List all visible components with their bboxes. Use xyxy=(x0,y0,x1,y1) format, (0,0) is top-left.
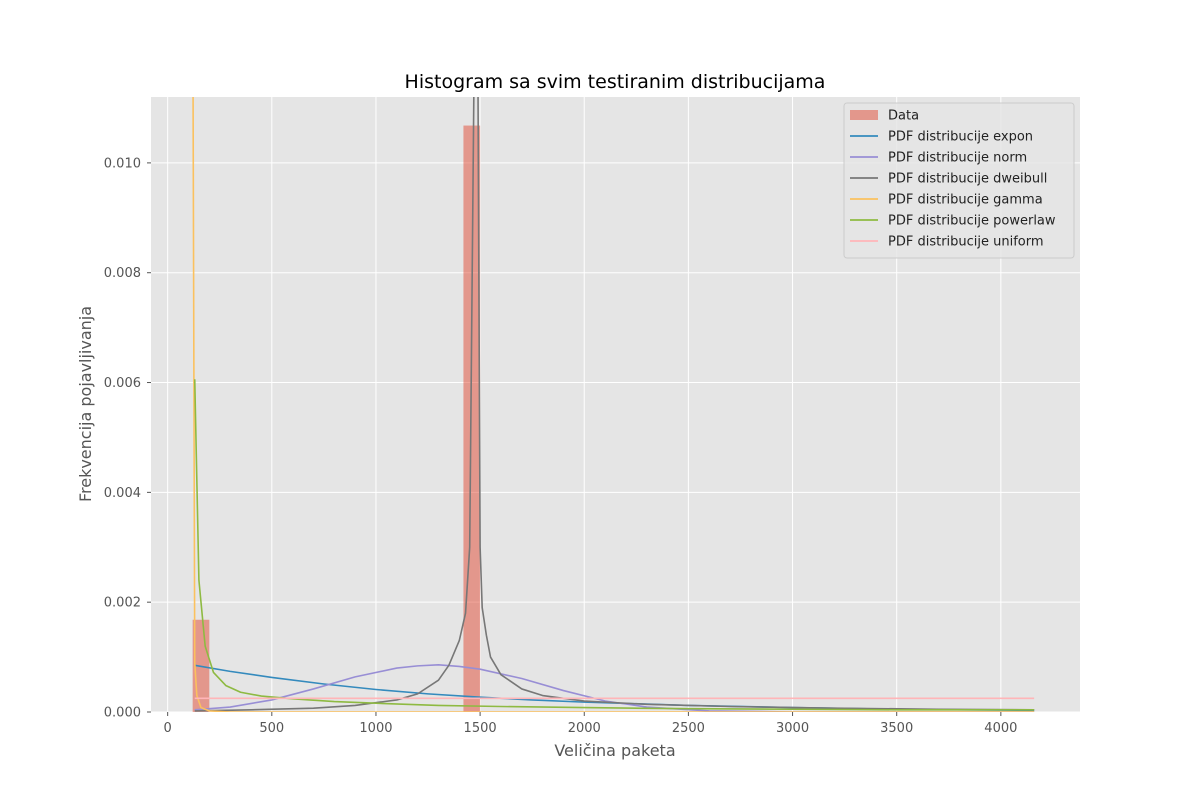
y-tick-label: 0.000 xyxy=(104,706,141,721)
legend-entry-label: PDF distribucije expon xyxy=(888,130,1033,145)
legend-entry-label: PDF distribucije powerlaw xyxy=(888,214,1056,229)
chart-title: Histogram sa svim testiranim distribucij… xyxy=(405,71,826,93)
legend-entry-label: PDF distribucije gamma xyxy=(888,193,1043,208)
x-tick-label: 3000 xyxy=(776,721,809,736)
y-tick-label: 0.004 xyxy=(104,486,141,501)
x-tick-label: 3500 xyxy=(880,721,913,736)
x-tick-label: 500 xyxy=(259,721,284,736)
x-tick-label: 2500 xyxy=(672,721,705,736)
histogram-bar xyxy=(463,125,481,712)
pdf-lines xyxy=(192,97,1035,712)
legend-entry-label: Data xyxy=(888,109,919,124)
y-tick-label: 0.006 xyxy=(104,376,141,391)
x-tick-label: 2000 xyxy=(568,721,601,736)
y-axis-ticks: 0.000 0.002 0.004 0.006 0.008 0.010 xyxy=(104,156,151,721)
x-axis-ticks: 0 500 1000 1500 2000 2500 3000 3500 4000 xyxy=(164,712,1017,736)
legend-entry-label: PDF distribucije dweibull xyxy=(888,172,1047,187)
legend-box xyxy=(843,102,1075,259)
legend-entry-label: PDF distribucije norm xyxy=(888,151,1027,166)
x-tick-label: 1500 xyxy=(464,721,497,736)
legend-swatch xyxy=(850,110,878,120)
y-tick-label: 0.008 xyxy=(104,266,141,281)
series-line xyxy=(194,663,1035,712)
series-line xyxy=(192,97,1035,712)
legend-entry-label: PDF distribucije uniform xyxy=(888,235,1044,250)
x-tick-label: 1000 xyxy=(359,721,392,736)
x-tick-label: 0 xyxy=(164,721,172,736)
x-axis-label: Veličina paketa xyxy=(554,741,675,760)
y-tick-label: 0.010 xyxy=(104,156,141,171)
series-line xyxy=(193,379,1035,711)
legend: Data PDF distribucije expon PDF distribuci… xyxy=(843,102,1075,259)
x-tick-label: 4000 xyxy=(984,721,1017,736)
y-axis-label: Frekvencija pojavljivanja xyxy=(76,306,95,502)
y-tick-label: 0.002 xyxy=(104,596,141,611)
